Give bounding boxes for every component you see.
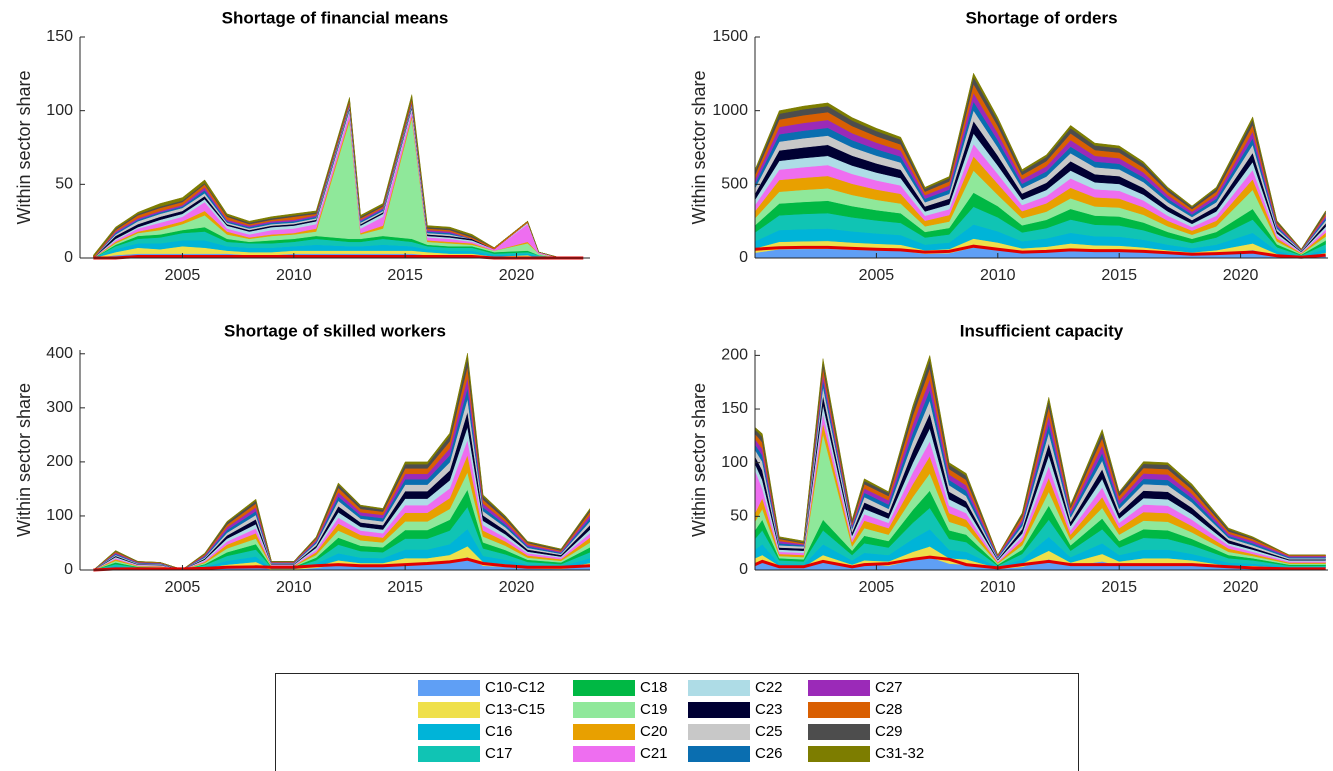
overlay-line	[755, 244, 1326, 259]
x-tick-label: 2020	[499, 579, 535, 596]
x-tick-label: 2020	[1223, 579, 1259, 596]
x-tick-label: 2015	[1101, 579, 1137, 596]
area	[93, 353, 590, 571]
y-tick-label: 1000	[712, 102, 748, 119]
chart-title: Shortage of financial means	[222, 8, 449, 27]
area	[755, 355, 1326, 556]
plot-area	[755, 72, 1326, 259]
legend-swatch	[808, 702, 870, 718]
x-tick-label: 2005	[165, 579, 201, 596]
x-tick-label: 2015	[1101, 267, 1137, 284]
x-tick-label: 2010	[276, 267, 312, 284]
y-axis-label: Within sector share	[14, 383, 34, 537]
x-tick-label: 2005	[859, 579, 895, 596]
chart-title: Shortage of skilled workers	[224, 321, 446, 340]
x-tick-label: 2005	[859, 267, 895, 284]
legend-label: C19	[640, 701, 668, 718]
y-tick-label: 0	[64, 561, 73, 578]
legend-swatch	[418, 746, 480, 762]
legend-label: C31-32	[875, 745, 924, 762]
plot-area	[93, 353, 590, 572]
y-tick-label: 100	[46, 507, 73, 524]
y-tick-label: 0	[739, 249, 748, 266]
legend-label: C16	[485, 723, 513, 740]
y-tick-label: 0	[739, 561, 748, 578]
y-tick-label: 1500	[712, 28, 748, 45]
y-tick-label: 0	[64, 249, 73, 266]
y-tick-label: 400	[46, 345, 73, 362]
overlay-line	[93, 557, 590, 572]
legend-label: C23	[755, 701, 783, 718]
legend-swatch	[688, 680, 750, 696]
x-tick-label: 2015	[387, 579, 423, 596]
area	[755, 72, 1326, 250]
legend-swatch	[808, 680, 870, 696]
y-tick-label: 150	[721, 400, 748, 417]
y-tick-label: 150	[46, 28, 73, 45]
x-tick-label: 2010	[276, 579, 312, 596]
legend-label: C10-C12	[485, 679, 545, 696]
y-tick-label: 100	[721, 454, 748, 471]
legend-label: C22	[755, 679, 783, 696]
y-tick-label: 300	[46, 399, 73, 416]
legend-label: C20	[640, 723, 668, 740]
legend-label: C27	[875, 679, 903, 696]
y-tick-label: 50	[55, 176, 73, 193]
legend-swatch	[688, 746, 750, 762]
legend-swatch	[808, 746, 870, 762]
plot-area	[93, 94, 584, 260]
y-tick-label: 200	[46, 453, 73, 470]
legend-label: C21	[640, 745, 668, 762]
y-tick-label: 500	[721, 176, 748, 193]
legend-swatch	[573, 724, 635, 740]
legend-box	[275, 673, 1079, 771]
legend-label: C26	[755, 745, 783, 762]
x-tick-label: 2015	[387, 267, 423, 284]
legend-swatch	[573, 702, 635, 718]
y-tick-label: 200	[721, 347, 748, 364]
y-tick-label: 100	[46, 102, 73, 119]
y-axis-label: Within sector share	[689, 70, 709, 224]
y-axis-label: Within sector share	[14, 70, 34, 224]
x-tick-label: 2020	[1223, 267, 1259, 284]
x-tick-label: 2010	[980, 267, 1016, 284]
y-tick-label: 50	[730, 508, 748, 525]
x-tick-label: 2020	[499, 267, 535, 284]
plot-area	[755, 355, 1326, 571]
legend-swatch	[808, 724, 870, 740]
legend-label: C29	[875, 723, 903, 740]
legend-swatch	[688, 702, 750, 718]
legend-label: C13-C15	[485, 701, 545, 718]
legend-label: C25	[755, 723, 783, 740]
legend-swatch	[418, 702, 480, 718]
legend-swatch	[573, 746, 635, 762]
legend-swatch	[688, 724, 750, 740]
legend-label: C18	[640, 679, 668, 696]
legend-label: C17	[485, 745, 513, 762]
chart-title: Shortage of orders	[965, 8, 1117, 27]
x-tick-label: 2005	[165, 267, 201, 284]
y-axis-label: Within sector share	[689, 383, 709, 537]
x-tick-label: 2010	[980, 579, 1016, 596]
legend-swatch	[573, 680, 635, 696]
chart-title: Insufficient capacity	[960, 321, 1124, 340]
legend-swatch	[418, 724, 480, 740]
legend-swatch	[418, 680, 480, 696]
legend-label: C28	[875, 701, 903, 718]
